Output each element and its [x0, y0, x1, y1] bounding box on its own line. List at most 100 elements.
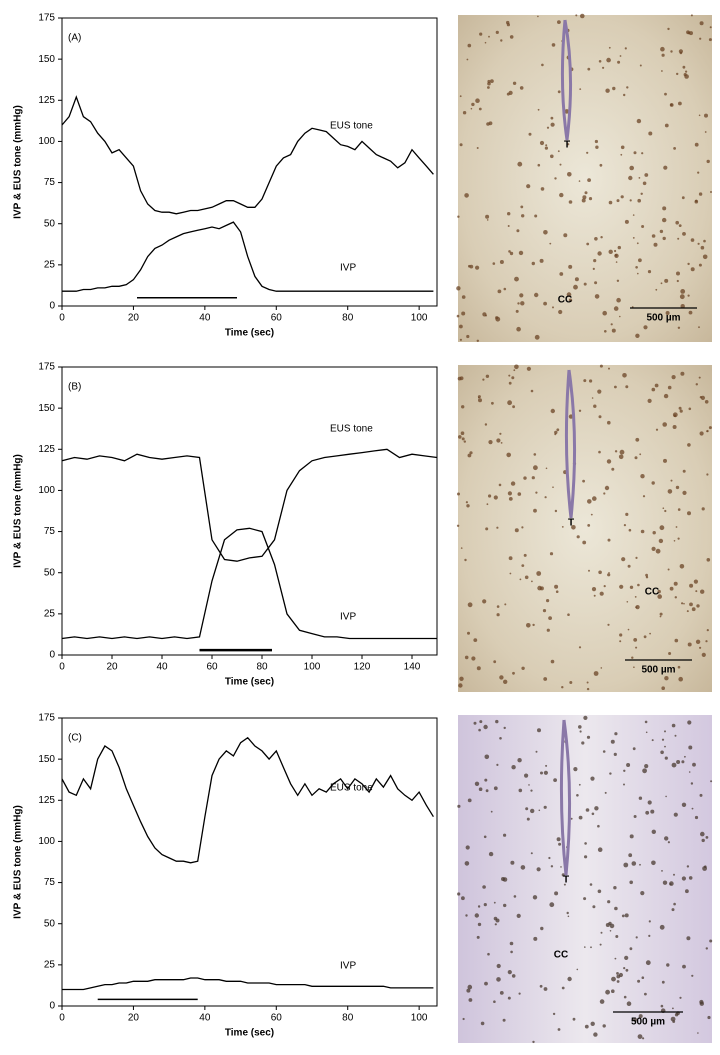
- cell-dot: [699, 431, 704, 436]
- y-tick-label: 75: [44, 177, 56, 188]
- cell-dot: [623, 862, 629, 868]
- cell-dot: [645, 573, 648, 577]
- x-tick-label: 0: [59, 662, 65, 673]
- cell-dot: [678, 406, 682, 410]
- cell-dot: [517, 161, 523, 167]
- cell-dot: [688, 771, 691, 773]
- cell-dot: [704, 865, 707, 868]
- cell-dot: [616, 297, 621, 303]
- cell-dot: [512, 81, 517, 86]
- cell-dot: [665, 311, 670, 315]
- y-tick-label: 150: [38, 54, 55, 65]
- cell-dot: [682, 469, 686, 473]
- cell-dot: [507, 400, 512, 406]
- cell-dot: [696, 604, 700, 608]
- cell-dot: [465, 845, 470, 850]
- cell-dot: [591, 587, 597, 592]
- cell-dot: [578, 180, 581, 182]
- cell-dot: [462, 111, 467, 115]
- cell-dot: [679, 294, 685, 300]
- cell-dot: [591, 397, 594, 399]
- cell-dot: [609, 772, 612, 775]
- panel-label: (A): [68, 33, 81, 44]
- y-tick-label: 125: [38, 444, 55, 455]
- x-tick-label: 100: [411, 1013, 428, 1024]
- cell-dot: [679, 564, 685, 569]
- cell-dot: [585, 808, 590, 812]
- cell-dot: [559, 163, 562, 166]
- cell-dot: [644, 992, 647, 996]
- cell-dot: [473, 721, 477, 725]
- cell-dot: [458, 683, 463, 688]
- cell-dot: [461, 896, 465, 901]
- cell-dot: [575, 14, 578, 17]
- cell-dot: [633, 151, 637, 155]
- cell-dot: [604, 791, 607, 794]
- cell-dot: [540, 771, 543, 775]
- cell-dot: [586, 151, 589, 154]
- cell-dot: [673, 414, 677, 418]
- cell-dot: [659, 229, 664, 234]
- cell-dot: [513, 369, 516, 372]
- cell-dot: [461, 311, 466, 316]
- cell-dot: [459, 95, 462, 98]
- cell-dot: [686, 865, 690, 868]
- cell-dot: [673, 581, 678, 586]
- cell-dot: [591, 812, 595, 816]
- cell-dot: [681, 760, 685, 764]
- cell-dot: [677, 237, 680, 240]
- cell-dot: [629, 199, 632, 202]
- x-tick-label: 80: [342, 1013, 354, 1024]
- cell-dot: [682, 232, 686, 236]
- cell-dot: [550, 154, 554, 159]
- cell-dot: [623, 783, 625, 786]
- cell-dot: [635, 936, 638, 939]
- cell-dot: [614, 732, 618, 736]
- cell-dot: [617, 245, 621, 250]
- cell-dot: [486, 503, 489, 506]
- cell-dot: [568, 200, 573, 204]
- cell-dot: [640, 529, 645, 534]
- x-tick-label: 20: [128, 313, 140, 324]
- cell-dot: [689, 583, 694, 588]
- cell-dot: [616, 980, 620, 983]
- cell-dot: [598, 60, 602, 63]
- cell-dot: [672, 425, 677, 429]
- cell-dot: [554, 509, 558, 513]
- cell-dot: [665, 795, 667, 798]
- cell-dot: [497, 289, 502, 294]
- cell-dot: [673, 540, 676, 542]
- cell-dot: [682, 964, 686, 969]
- cell-dot: [543, 770, 549, 775]
- cell-dot: [677, 508, 681, 511]
- cell-dot: [668, 652, 672, 655]
- cell-dot: [503, 679, 508, 684]
- cell-dot: [617, 60, 621, 64]
- cell-dot: [578, 725, 582, 729]
- cell-dot: [464, 861, 470, 866]
- cell-dot: [632, 214, 635, 216]
- x-tick-label: 120: [354, 662, 371, 673]
- y-tick-label: 25: [44, 959, 56, 970]
- cell-dot: [629, 834, 634, 839]
- cell-dot: [466, 988, 471, 993]
- cell-dot: [467, 43, 472, 48]
- cell-dot: [642, 495, 646, 498]
- cell-dot: [648, 131, 653, 136]
- cell-dot: [508, 381, 512, 385]
- cell-dot: [662, 422, 667, 427]
- cell-dot: [611, 989, 615, 993]
- cell-dot: [524, 773, 529, 778]
- cell-dot: [660, 46, 665, 52]
- cell-dot: [694, 199, 699, 204]
- cell-dot: [608, 249, 613, 254]
- cell-dot: [487, 952, 490, 956]
- cell-dot: [675, 485, 680, 490]
- cell-dot: [637, 272, 639, 275]
- cell-dot: [700, 395, 706, 400]
- cell-dot: [647, 398, 652, 403]
- cell-dot: [680, 289, 686, 294]
- cell-dot: [555, 590, 559, 593]
- cell-dot: [592, 905, 596, 909]
